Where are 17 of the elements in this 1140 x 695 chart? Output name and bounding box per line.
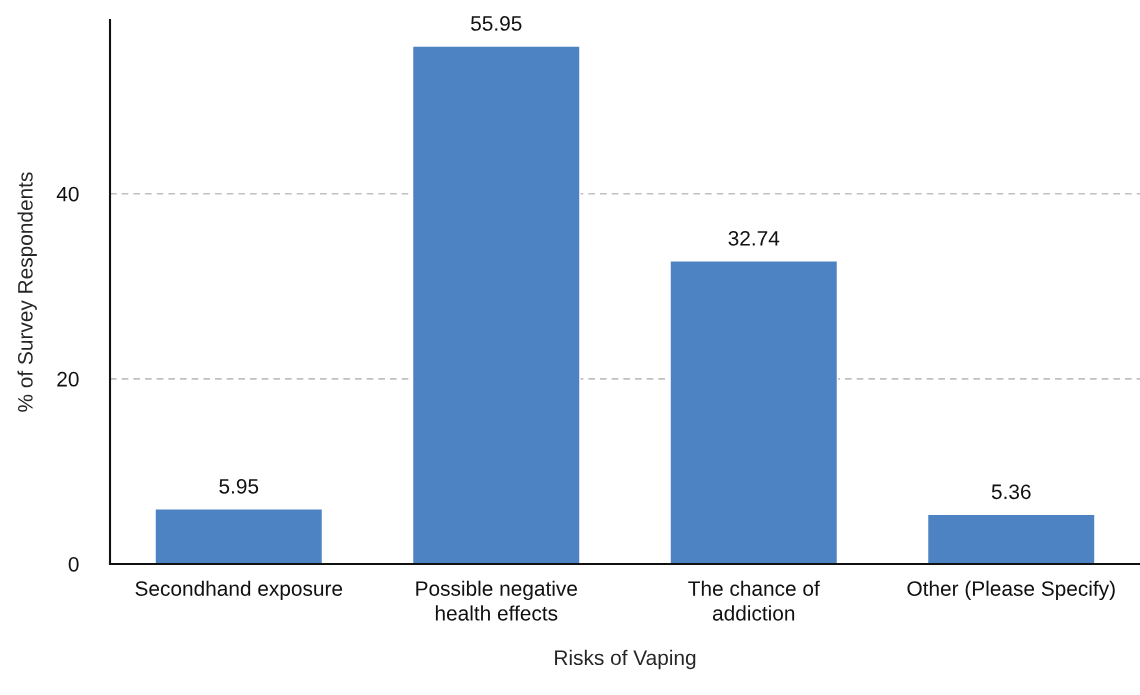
bar (154, 508, 324, 564)
x-tick-label: Possible negative health effects (416, 580, 577, 621)
bar (926, 513, 1096, 564)
x-tick-label: The chance of addiction (688, 580, 820, 621)
bar (411, 45, 581, 564)
y-tick-label: 0 (68, 556, 79, 572)
y-tick-label: 20 (57, 371, 79, 387)
x-axis-title: Risks of Vaping (555, 649, 696, 670)
bar (669, 260, 839, 564)
y-axis-title: % of Survey Respondents (17, 172, 37, 412)
data-label: 5.36 (991, 484, 1031, 500)
data-label: 32.74 (728, 230, 780, 246)
y-tick-label: 40 (56, 186, 79, 202)
x-tick-label: Secondhand exposure (135, 580, 343, 601)
x-tick-label: Other (Please Specify) (907, 580, 1115, 601)
data-label: 5.95 (219, 478, 259, 494)
data-label: 55.95 (471, 16, 522, 31)
